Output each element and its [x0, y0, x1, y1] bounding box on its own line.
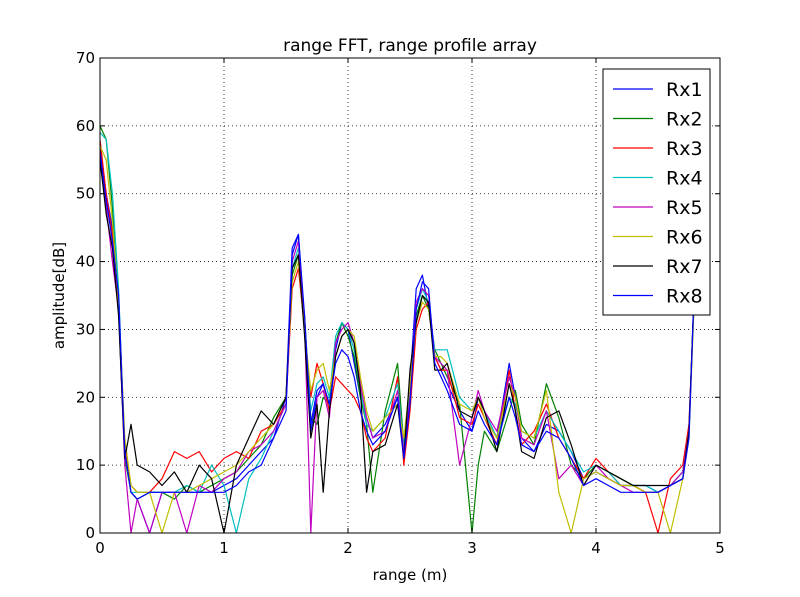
series-line-rx6	[100, 145, 696, 533]
x-axis-label: range (m)	[373, 566, 448, 584]
chart-title: range FFT, range profile array	[283, 36, 537, 56]
legend-label: Rx4	[666, 168, 703, 190]
legend-label: Rx1	[666, 79, 703, 101]
y-tick-label: 40	[76, 253, 95, 271]
series-line-rx7	[100, 159, 696, 533]
x-tick-label: 4	[591, 539, 601, 557]
legend-label: Rx8	[666, 286, 703, 308]
y-tick-label: 10	[76, 456, 95, 474]
x-tick-label: 2	[343, 539, 353, 557]
legend-label: Rx2	[666, 109, 703, 131]
y-tick-label: 60	[76, 117, 95, 135]
legend-label: Rx7	[666, 256, 703, 278]
legend-label: Rx6	[666, 227, 703, 249]
plot-frame	[99, 57, 721, 534]
series-line-rx8	[100, 152, 696, 500]
y-tick-label: 20	[76, 388, 95, 406]
x-tick-label: 0	[95, 539, 105, 557]
y-tick-label: 30	[76, 320, 95, 338]
y-axis-label: amplitude[dB]	[50, 242, 68, 349]
x-tick-label: 1	[219, 539, 229, 557]
x-tick-label: 3	[467, 539, 477, 557]
legend-label: Rx3	[666, 138, 703, 160]
series-line-rx5	[100, 152, 696, 533]
y-tick-label: 50	[76, 185, 95, 203]
legend: Rx1 Rx2 Rx3 Rx4 Rx5 Rx6 Rx7 Rx8	[602, 68, 711, 316]
legend-box	[602, 68, 711, 316]
legend-label: Rx5	[666, 197, 703, 219]
y-tick-label: 0	[85, 524, 95, 542]
x-tick-label: 5	[715, 539, 725, 557]
series-layer	[100, 125, 696, 533]
y-tick-label: 70	[76, 49, 95, 67]
